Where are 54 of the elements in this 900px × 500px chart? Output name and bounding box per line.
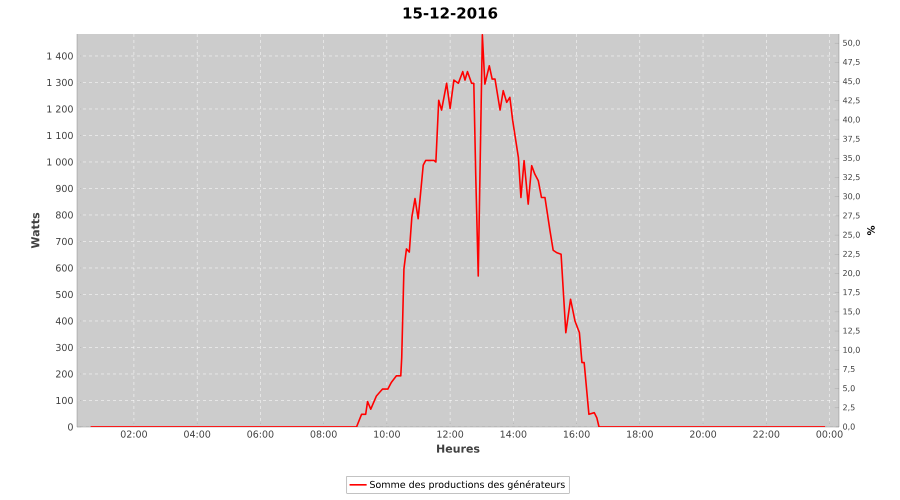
legend-label: Somme des productions des générateurs (370, 480, 565, 490)
x-tick-label: 08:00 (310, 430, 337, 438)
y2-tick-label: 27,5 (843, 212, 860, 220)
x-tick-label: 06:00 (247, 430, 274, 438)
y2-tick-label: 42,5 (842, 97, 860, 104)
y-tick-label: 900 (56, 184, 73, 192)
y2-tick-label: 40,0 (842, 116, 860, 124)
y-tick-label: 300 (56, 344, 73, 352)
y-tick-label: 700 (56, 238, 73, 246)
y2-tick-label: 35,0 (843, 154, 860, 162)
y2-tick-label: 5,0 (843, 385, 855, 392)
y2-tick-label: 22,5 (843, 250, 860, 258)
y-axis-title: Watts (31, 212, 40, 248)
y-tick-label: 200 (56, 370, 73, 378)
y2-tick-label: 17,5 (843, 289, 860, 296)
y2-tick-label: 10,0 (843, 346, 860, 354)
y2-tick-label: 2,5 (843, 404, 855, 412)
x-axis-title: Heures (437, 444, 480, 453)
y2-tick-label: 7,5 (843, 366, 855, 373)
y-tick-label: 1 300 (47, 78, 73, 86)
y2-tick-label: 47,5 (842, 59, 860, 66)
y2-tick-label: 32,5 (843, 174, 860, 181)
x-tick-label: 18:00 (627, 430, 653, 438)
y2-tick-label: 50,0 (843, 40, 860, 47)
y2-tick-label: 0,0 (843, 424, 855, 430)
y-tick-label: 600 (56, 264, 73, 272)
line-series (90, 34, 826, 427)
x-tick-label: 00:00 (816, 430, 843, 438)
x-tick-label: 20:00 (690, 430, 716, 438)
y2-tick-label: 25,0 (843, 232, 860, 239)
y-tick-label: 1 100 (47, 132, 73, 140)
y-tick-label: 800 (56, 211, 73, 219)
y-tick-label: 1 000 (47, 158, 73, 166)
y-tick-label: 500 (56, 290, 73, 298)
y-tick-label: 400 (56, 317, 73, 325)
y2-tick-label: 30,0 (843, 193, 860, 200)
x-tick-label: 12:00 (437, 430, 464, 438)
y-tick-label: 1 400 (47, 52, 73, 60)
x-tick-label: 04:00 (184, 430, 210, 438)
y-tick-label: 100 (56, 396, 73, 404)
chart-title: 15-12-2016 (404, 7, 498, 19)
y2-tick-label: 12,5 (843, 328, 860, 334)
x-tick-label: 10:00 (374, 430, 400, 438)
y2-tick-label: 15,0 (843, 308, 860, 316)
y2-tick-label: 20,0 (843, 270, 860, 277)
x-tick-label: 22:00 (753, 430, 780, 438)
y2-axis-title: % (867, 226, 875, 236)
x-tick-label: 02:00 (120, 430, 147, 438)
y-tick-label: 0 (68, 423, 73, 431)
y-tick-label: 1 200 (47, 105, 73, 113)
y2-tick-label: 45,0 (842, 78, 860, 86)
x-tick-label: 14:00 (500, 430, 526, 438)
x-tick-label: 16:00 (564, 430, 590, 438)
y2-tick-label: 37,5 (843, 136, 860, 143)
